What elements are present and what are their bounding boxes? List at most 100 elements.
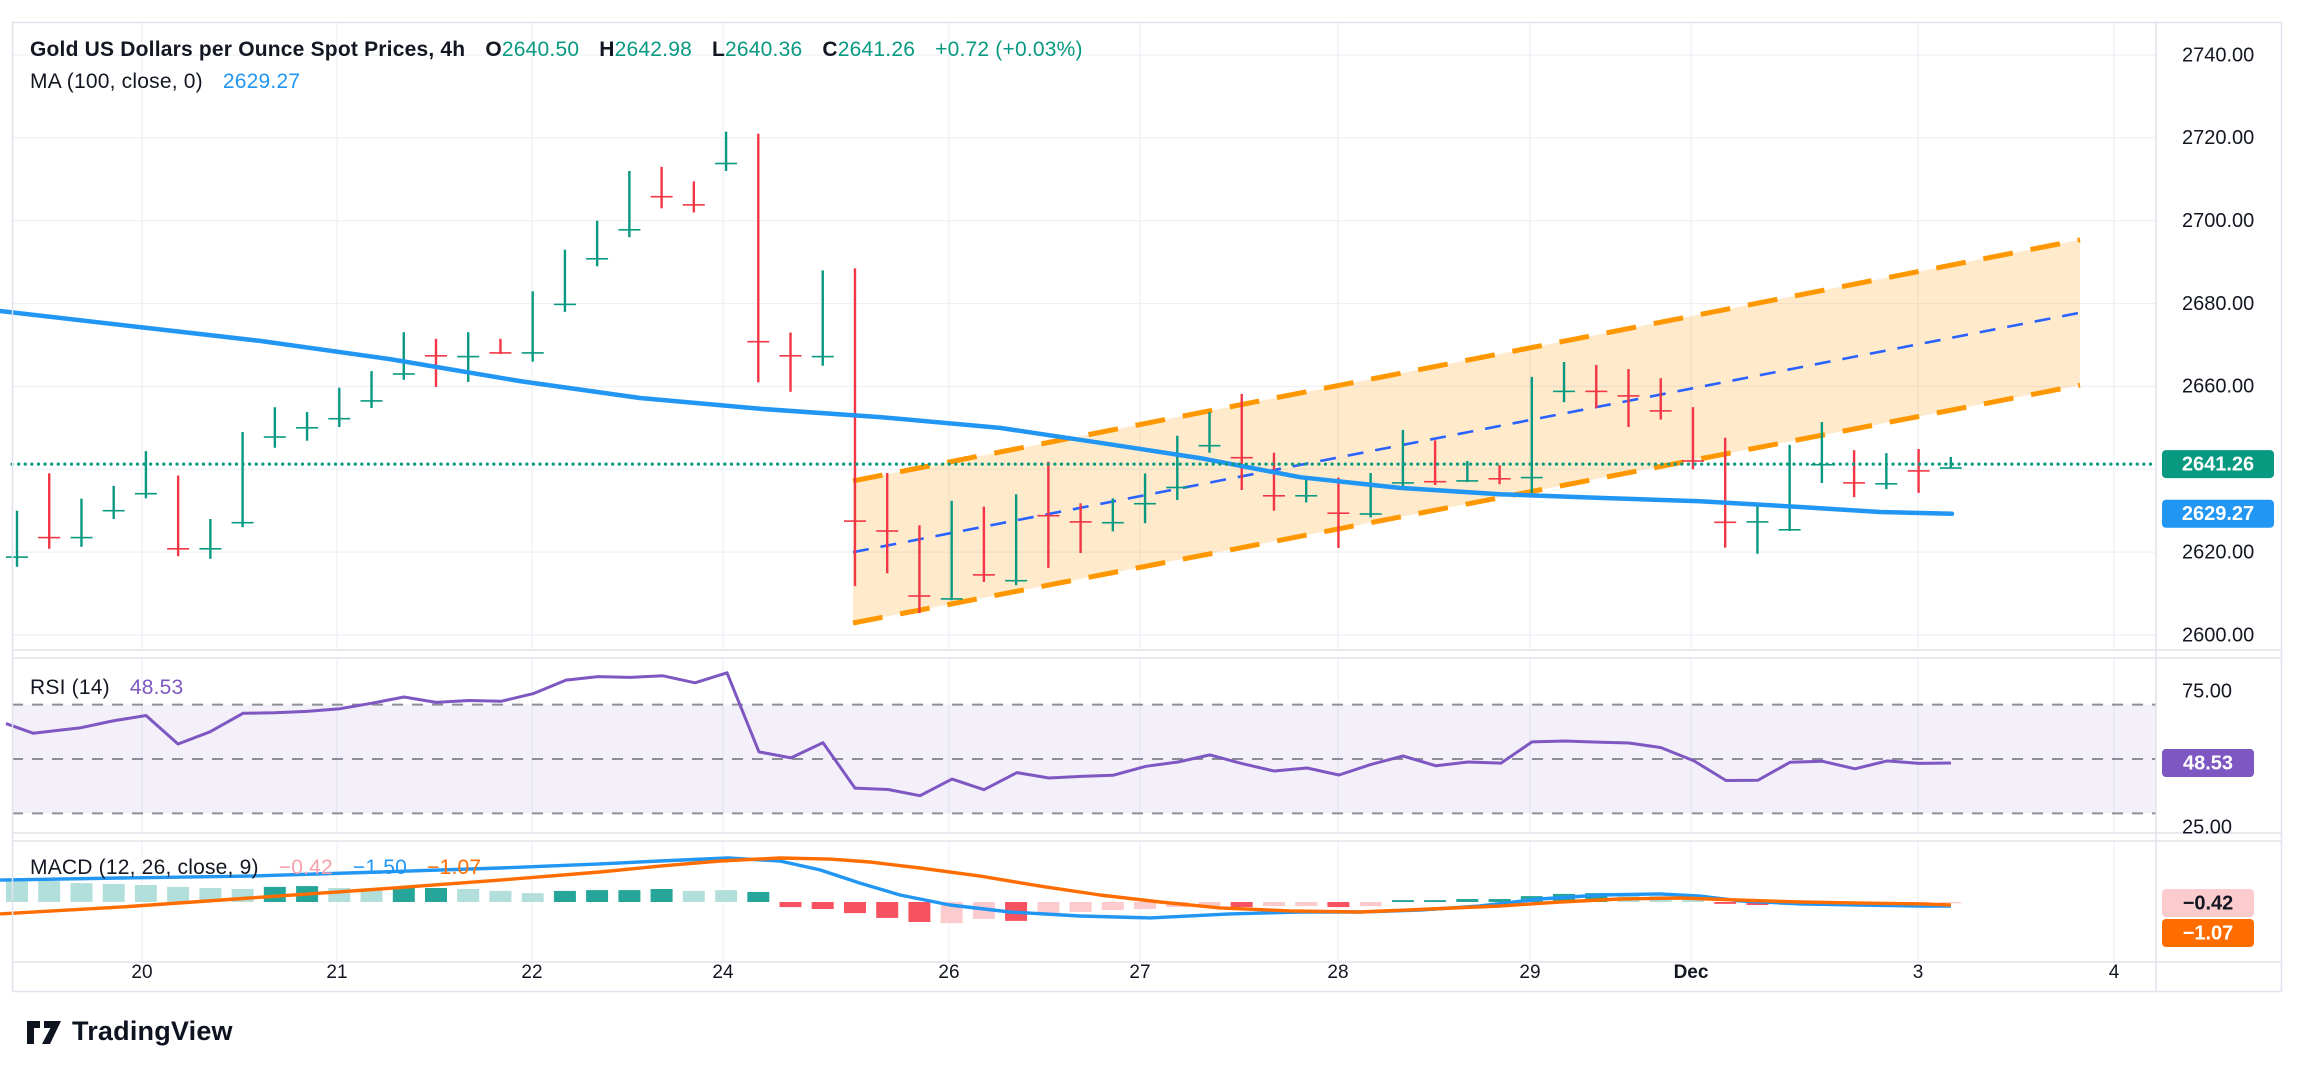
candle <box>1778 444 1801 531</box>
candle <box>1649 378 1672 420</box>
candle <box>779 332 802 392</box>
candle <box>1843 450 1866 498</box>
time-label: 3 <box>1913 962 1924 983</box>
candle <box>682 181 705 213</box>
candle <box>650 166 673 209</box>
ascending-channel[interactable] <box>852 237 2081 626</box>
macd-panel[interactable] <box>0 856 1962 924</box>
macd-signal-line <box>0 856 1952 916</box>
axis-badge <box>2162 499 2274 528</box>
candle <box>1939 457 1962 469</box>
svg-text:2720.00: 2720.00 <box>2182 127 2254 149</box>
macd-header-row: MACD (12, 26, close, 9) −0.42 −1.50 −1.0… <box>30 856 481 880</box>
ma-header-row: MA (100, close, 0) 2629.27 <box>30 70 300 94</box>
channel-mid-line <box>852 311 2081 554</box>
axis-badge <box>2162 889 2254 917</box>
ohlc-open: O2640.50 <box>485 38 580 61</box>
candle <box>6 510 28 567</box>
candle <box>1907 449 1930 493</box>
candle <box>1488 465 1511 485</box>
macd-line <box>0 856 1951 920</box>
price-axis[interactable]: 2740.00 2720.00 2700.00 2680.00 2660.00 2620.… <box>2162 44 2274 947</box>
gridlines <box>12 22 2156 962</box>
time-label: 21 <box>326 962 347 983</box>
candle <box>1520 376 1543 493</box>
rsi-line <box>5 671 1952 798</box>
candle <box>908 525 931 614</box>
ma-100-line[interactable] <box>0 308 1955 517</box>
candle <box>1359 473 1382 518</box>
svg-text:2740.00: 2740.00 <box>2182 44 2254 66</box>
candle <box>1391 429 1414 488</box>
svg-text:−1.07: −1.07 <box>2183 922 2234 944</box>
svg-text:2680.00: 2680.00 <box>2182 293 2254 315</box>
candle <box>844 268 866 587</box>
candle <box>972 506 995 582</box>
tradingview-mark-icon <box>27 1020 61 1044</box>
axis-badge <box>2162 450 2274 479</box>
candle <box>1263 452 1285 511</box>
time-label: Dec <box>1674 962 1709 983</box>
candle <box>1327 477 1350 548</box>
time-label: 20 <box>131 962 152 983</box>
svg-text:2600.00: 2600.00 <box>2182 624 2254 646</box>
candle <box>1295 477 1318 503</box>
candle <box>553 249 576 312</box>
macd-signal-value: −1.07 <box>427 856 482 879</box>
svg-text:2660.00: 2660.00 <box>2182 376 2254 398</box>
ma-label: MA (100, close, 0) <box>30 70 203 93</box>
svg-text:2700.00: 2700.00 <box>2182 210 2254 232</box>
candle <box>360 371 383 408</box>
price-change: +0.72 (+0.03%) <box>935 38 1083 61</box>
candle <box>1585 364 1608 408</box>
candle <box>231 432 254 528</box>
candle <box>392 332 415 380</box>
candle <box>1746 504 1769 554</box>
candle <box>1424 440 1447 485</box>
macd-hist-value: −0.42 <box>278 856 333 879</box>
candle <box>586 220 609 267</box>
rsi-value: 48.53 <box>129 676 184 699</box>
candlestick-series[interactable] <box>6 131 1962 614</box>
time-label: 27 <box>1129 962 1150 983</box>
candle <box>1166 435 1189 500</box>
candle <box>1682 407 1704 470</box>
candle <box>618 171 641 238</box>
candle <box>296 412 319 441</box>
rsi-header-row: RSI (14) 48.53 <box>30 676 183 700</box>
macd-label: MACD (12, 26, close, 9) <box>30 856 259 879</box>
tradingview-logo[interactable]: TradingView <box>25 1016 233 1047</box>
candle <box>1617 369 1640 427</box>
channel-top-line <box>852 237 2081 484</box>
axis-badge <box>2162 749 2254 777</box>
ohlc-high: H2642.98 <box>599 38 692 61</box>
candle <box>1101 498 1124 532</box>
time-label: 26 <box>938 962 959 983</box>
candle <box>876 473 899 574</box>
ohlc-low: L2640.36 <box>712 38 803 61</box>
axis-badge <box>2162 919 2254 947</box>
time-axis[interactable]: 20 21 22 24 26 27 28 29 Dec 3 4 <box>131 962 2119 983</box>
symbol-title: Gold US Dollars per Ounce Spot Prices, 4… <box>30 38 466 61</box>
rsi-label: RSI (14) <box>30 676 110 699</box>
candle <box>1230 393 1253 490</box>
candle <box>1714 437 1737 548</box>
svg-text:−0.42: −0.42 <box>2183 892 2234 914</box>
tradingview-logo-text: TradingView <box>72 1016 233 1046</box>
ma-value: 2629.27 <box>222 70 301 93</box>
candle <box>1005 494 1028 586</box>
candle <box>263 407 286 448</box>
candle <box>715 131 738 171</box>
candle <box>747 133 770 383</box>
candle <box>1069 503 1092 553</box>
svg-text:48.53: 48.53 <box>2183 752 2233 774</box>
svg-text:75.00: 75.00 <box>2182 680 2232 702</box>
candle <box>38 473 61 549</box>
candle <box>1553 362 1575 403</box>
panel-separators[interactable] <box>11 21 2283 993</box>
time-label: 4 <box>2109 962 2120 983</box>
rsi-panel[interactable] <box>5 671 2156 815</box>
candle <box>167 475 190 557</box>
